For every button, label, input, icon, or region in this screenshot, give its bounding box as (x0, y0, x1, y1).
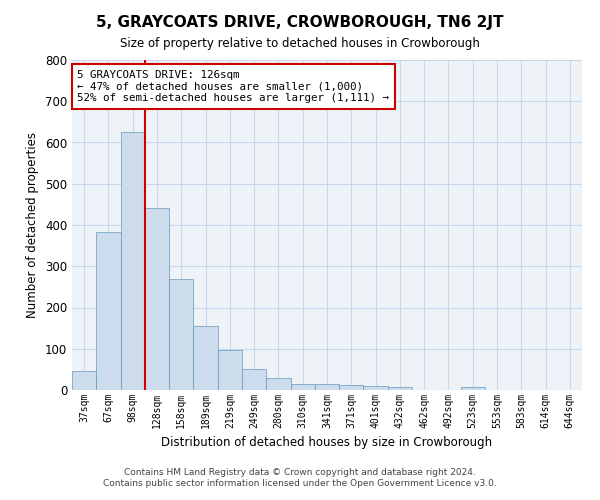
Bar (72, 370, 96, 390)
Bar (242, 368, 266, 390)
Bar (266, 378, 290, 390)
Bar (388, 386, 412, 390)
Bar (96, 232, 121, 390)
Bar (364, 386, 388, 390)
Bar (218, 350, 242, 390)
Bar (121, 132, 145, 390)
Text: 5 GRAYCOATS DRIVE: 126sqm
← 47% of detached houses are smaller (1,000)
52% of se: 5 GRAYCOATS DRIVE: 126sqm ← 47% of detac… (77, 70, 389, 103)
Bar (145, 208, 169, 390)
Bar (290, 384, 315, 390)
Bar (461, 386, 485, 390)
Bar (339, 385, 364, 390)
Text: 5, GRAYCOATS DRIVE, CROWBOROUGH, TN6 2JT: 5, GRAYCOATS DRIVE, CROWBOROUGH, TN6 2JT (96, 15, 504, 30)
Y-axis label: Number of detached properties: Number of detached properties (26, 132, 40, 318)
Bar (169, 278, 193, 390)
X-axis label: Distribution of detached houses by size in Crowborough: Distribution of detached houses by size … (161, 436, 493, 450)
Bar (193, 326, 218, 390)
Text: Contains HM Land Registry data © Crown copyright and database right 2024.
Contai: Contains HM Land Registry data © Crown c… (103, 468, 497, 487)
Bar (315, 384, 339, 390)
Text: Size of property relative to detached houses in Crowborough: Size of property relative to detached ho… (120, 38, 480, 51)
